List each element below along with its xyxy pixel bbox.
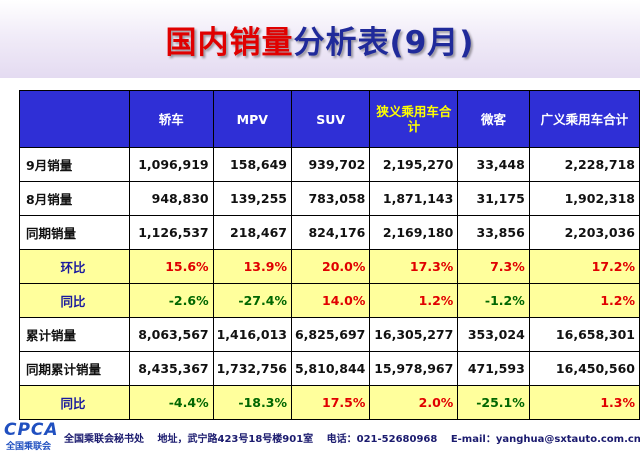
cell: 17.5% bbox=[290, 385, 371, 420]
cell: -2.6% bbox=[129, 283, 214, 318]
cell: 17.2% bbox=[528, 249, 640, 284]
cell: 1.2% bbox=[528, 283, 640, 318]
table-row: 环比 15.6% 13.9% 20.0% 17.3% 7.3% 17.2% bbox=[18, 249, 640, 284]
cell: 1,096,919 bbox=[129, 147, 214, 182]
row-label: 同比 bbox=[18, 283, 131, 318]
cell: 16,305,277 bbox=[369, 317, 459, 352]
cell: 2,169,180 bbox=[369, 215, 459, 250]
cell: 31,175 bbox=[457, 181, 530, 216]
cpca-logo: CPCA 全国乘联会 bbox=[4, 420, 66, 452]
table-row: 同期销量 1,126,537 218,467 824,176 2,169,180… bbox=[18, 215, 640, 250]
table-row: 同比 -4.4% -18.3% 17.5% 2.0% -25.1% 1.3% bbox=[18, 385, 640, 420]
table-row: 9月销量 1,096,919 158,649 939,702 2,195,270… bbox=[18, 147, 640, 182]
cell: 8,435,367 bbox=[129, 351, 214, 386]
col-header-mpv: MPV bbox=[212, 90, 292, 148]
footer-phone: 电话：021-52680968 bbox=[326, 434, 438, 445]
cell: 1,902,318 bbox=[528, 181, 640, 216]
header-corner bbox=[18, 90, 131, 148]
cell: 471,593 bbox=[457, 351, 530, 386]
cell: -27.4% bbox=[212, 283, 292, 318]
cell: 17.3% bbox=[369, 249, 459, 284]
sales-analysis-table: 轿车 MPV SUV 狭义乘用车合计 微客 广义乘用车合计 9月销量 1,096… bbox=[18, 90, 640, 420]
cell: 7.3% bbox=[457, 249, 530, 284]
col-header-sedan: 轿车 bbox=[129, 90, 214, 148]
table-row: 累计销量 8,063,567 1,416,013 6,825,697 16,30… bbox=[18, 317, 640, 352]
cell: 139,255 bbox=[212, 181, 292, 216]
row-label: 同比 bbox=[18, 385, 131, 420]
cell: 15.6% bbox=[129, 249, 214, 284]
cell: 1,126,537 bbox=[129, 215, 214, 250]
cell: 1,416,013 bbox=[212, 317, 292, 352]
cell: 2,195,270 bbox=[369, 147, 459, 182]
page-title: 国内销量分析表(9月) bbox=[0, 17, 640, 62]
title-band bbox=[0, 0, 640, 78]
footer-org: 全国乘联会秘书处 bbox=[64, 434, 144, 445]
row-label: 环比 bbox=[18, 249, 131, 284]
row-label: 同期销量 bbox=[18, 215, 131, 250]
col-header-minivan: 微客 bbox=[457, 90, 530, 148]
cell: 13.9% bbox=[212, 249, 292, 284]
title-part-blue: 分析表(9月) bbox=[293, 25, 475, 61]
cell: 20.0% bbox=[290, 249, 371, 284]
footer-email: E-mail：yanghua@sxtauto.com.cn bbox=[450, 434, 640, 445]
cell: 2.0% bbox=[369, 385, 459, 420]
cell: -1.2% bbox=[457, 283, 530, 318]
cell: 1,732,756 bbox=[212, 351, 292, 386]
footer: CPCA 全国乘联会 全国乘联会秘书处 地址，武宁路423号18号楼901室 电… bbox=[0, 420, 640, 452]
cell: 218,467 bbox=[212, 215, 292, 250]
footer-contact: 全国乘联会秘书处 地址，武宁路423号18号楼901室 电话：021-52680… bbox=[64, 430, 640, 445]
table-header-row: 轿车 MPV SUV 狭义乘用车合计 微客 广义乘用车合计 bbox=[18, 90, 640, 148]
cell: 2,203,036 bbox=[528, 215, 640, 250]
cell: 14.0% bbox=[290, 283, 371, 318]
cell: 33,856 bbox=[457, 215, 530, 250]
table-row: 同比 -2.6% -27.4% 14.0% 1.2% -1.2% 1.2% bbox=[18, 283, 640, 318]
cell: 16,658,301 bbox=[528, 317, 640, 352]
cell: 783,058 bbox=[290, 181, 371, 216]
table-row: 8月销量 948,830 139,255 783,058 1,871,143 3… bbox=[18, 181, 640, 216]
cell: 824,176 bbox=[290, 215, 371, 250]
footer-address: 地址，武宁路423号18号楼901室 bbox=[157, 434, 314, 445]
cell: 948,830 bbox=[129, 181, 214, 216]
row-label: 同期累计销量 bbox=[18, 351, 131, 386]
cell: -4.4% bbox=[129, 385, 214, 420]
cell: 5,810,844 bbox=[290, 351, 371, 386]
cell: -18.3% bbox=[212, 385, 292, 420]
cell: 2,228,718 bbox=[528, 147, 640, 182]
table-row: 同期累计销量 8,435,367 1,732,756 5,810,844 15,… bbox=[18, 351, 640, 386]
title-part-red: 国内销量 bbox=[165, 25, 294, 61]
col-header-broad-total: 广义乘用车合计 bbox=[528, 90, 640, 148]
row-label: 累计销量 bbox=[18, 317, 131, 352]
col-header-suv: SUV bbox=[290, 90, 371, 148]
cell: 1.2% bbox=[369, 283, 459, 318]
row-label: 9月销量 bbox=[18, 147, 131, 182]
cell: -25.1% bbox=[457, 385, 530, 420]
col-header-narrow-total: 狭义乘用车合计 bbox=[369, 90, 459, 148]
cell: 15,978,967 bbox=[369, 351, 459, 386]
row-label: 8月销量 bbox=[18, 181, 131, 216]
logo-subtitle: 全国乘联会 bbox=[6, 442, 52, 452]
cell: 1.3% bbox=[528, 385, 640, 420]
cell: 16,450,560 bbox=[528, 351, 640, 386]
cell: 8,063,567 bbox=[129, 317, 214, 352]
cell: 1,871,143 bbox=[369, 181, 459, 216]
cell: 6,825,697 bbox=[290, 317, 371, 352]
cell: 939,702 bbox=[290, 147, 371, 182]
logo-text: CPCA bbox=[4, 420, 59, 440]
cell: 158,649 bbox=[212, 147, 292, 182]
cell: 33,448 bbox=[457, 147, 530, 182]
cell: 353,024 bbox=[457, 317, 530, 352]
